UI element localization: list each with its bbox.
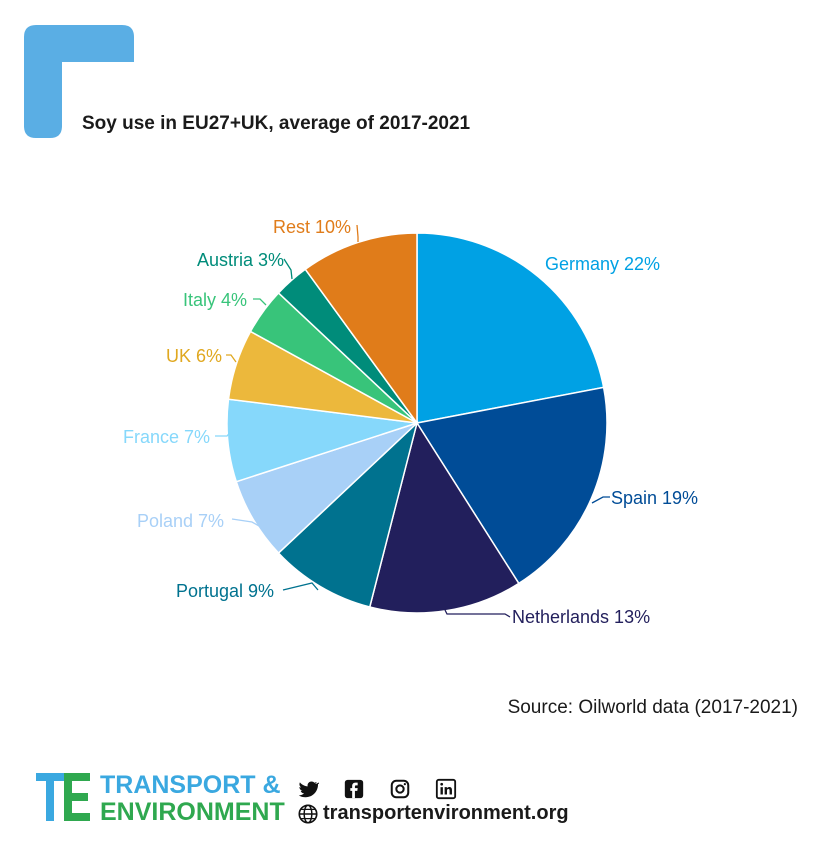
- te-logo-icon: [36, 773, 90, 821]
- leader-line-austria: [283, 258, 293, 280]
- slice-label-rest: Rest 10%: [273, 217, 351, 237]
- leader-line-portugal: [282, 582, 319, 591]
- instagram-icon[interactable]: [389, 778, 411, 800]
- pie-slice-spain: [415, 386, 608, 585]
- brand-name: TRANSPORT & ENVIRONMENT: [100, 772, 285, 826]
- leader-line-spain: [591, 496, 610, 504]
- pie-chart: Germany 22% Spain 19% Netherlands 13% Portu…: [123, 217, 698, 627]
- website-text: transportenvironment.org: [323, 802, 569, 824]
- leader-line-rest: [356, 224, 359, 242]
- page-title: Soy use in EU27+UK, average of 2017-2021: [82, 113, 471, 134]
- slice-label-netherlands: Netherlands 13%: [512, 607, 650, 627]
- brand-line2: ENVIRONMENT: [100, 798, 285, 826]
- slice-label-uk: UK 6%: [166, 346, 222, 366]
- globe-icon: [298, 803, 318, 824]
- corner-brand-mark: [24, 25, 134, 138]
- leader-line-italy: [253, 298, 267, 306]
- pie-slice-rest: [304, 232, 418, 426]
- slice-label-france: France 7%: [123, 427, 210, 447]
- leader-line-uk: [226, 354, 237, 363]
- leader-line-poland: [231, 518, 267, 531]
- slice-label-spain: Spain 19%: [611, 488, 698, 508]
- pie-slice-portugal: [277, 420, 419, 608]
- leader-line-france: [215, 429, 233, 437]
- slice-label-italy: Italy 4%: [183, 290, 247, 310]
- source-note: Source: Oilworld data (2017-2021): [507, 697, 798, 718]
- slice-label-austria: Austria 3%: [197, 250, 284, 270]
- slice-label-portugal: Portugal 9%: [176, 581, 274, 601]
- pie-slice-germany: [416, 232, 605, 424]
- linkedin-icon[interactable]: [435, 778, 457, 800]
- website-link[interactable]: transportenvironment.org: [297, 802, 569, 825]
- leader-line-netherlands: [444, 609, 511, 618]
- slice-label-poland: Poland 7%: [137, 511, 224, 531]
- social-links: [297, 778, 457, 800]
- brand-line1: TRANSPORT &: [100, 771, 281, 799]
- slice-label-germany: Germany 22%: [545, 254, 660, 274]
- facebook-icon[interactable]: [343, 778, 365, 800]
- twitter-icon[interactable]: [297, 778, 321, 800]
- pie-slice-netherlands: [368, 421, 520, 614]
